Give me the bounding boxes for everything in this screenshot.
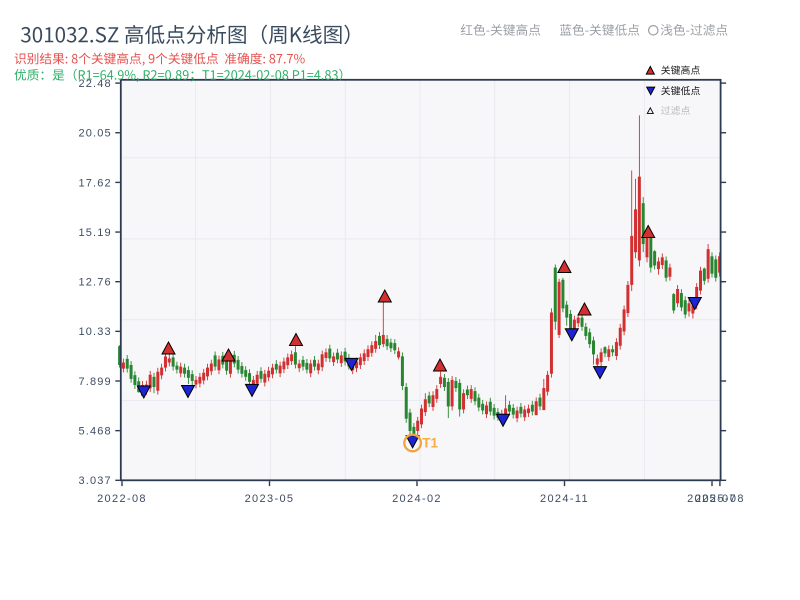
svg-text:2023-05: 2023-05 — [245, 493, 295, 505]
svg-text:T1: T1 — [422, 436, 438, 451]
svg-text:17.62: 17.62 — [79, 177, 112, 189]
svg-text:10.33: 10.33 — [79, 326, 112, 338]
svg-text:2022-08: 2022-08 — [97, 493, 147, 505]
svg-text:5.468: 5.468 — [79, 426, 112, 438]
svg-text:20.05: 20.05 — [79, 128, 112, 140]
svg-text:22.48: 22.48 — [79, 78, 112, 90]
svg-text:2024-02: 2024-02 — [392, 493, 442, 505]
svg-text:7.899: 7.899 — [79, 376, 112, 388]
svg-text:3.037: 3.037 — [79, 475, 112, 487]
svg-text:2025-07: 2025-07 — [687, 493, 737, 505]
svg-text:12.76: 12.76 — [79, 277, 112, 289]
svg-text:2024-11: 2024-11 — [540, 493, 589, 505]
svg-text:2025-08: 2025-08 — [695, 493, 745, 505]
svg-text:15.19: 15.19 — [79, 227, 112, 239]
